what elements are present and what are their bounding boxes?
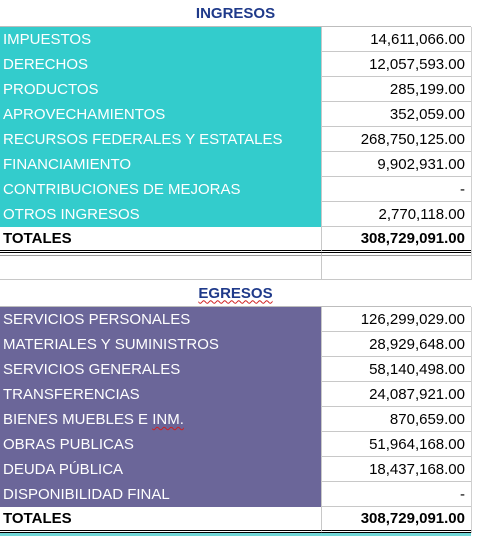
row-label[interactable]: TRANSFERENCIAS — [0, 382, 321, 407]
table-row[interactable]: OBRAS PUBLICAS 51,964,168.00 — [0, 432, 477, 457]
row-label[interactable]: OTROS INGRESOS — [0, 202, 321, 227]
separator-row — [0, 253, 477, 256]
empty-cell[interactable] — [471, 27, 477, 52]
empty-cell[interactable] — [471, 102, 477, 127]
row-label[interactable]: APROVECHAMIENTOS — [0, 102, 321, 127]
table-row[interactable]: RECURSOS FEDERALES Y ESTATALES 268,750,1… — [0, 127, 477, 152]
table-row[interactable]: DISPONIBILIDAD FINAL - — [0, 482, 477, 507]
table-row[interactable]: BIENES MUEBLES E INM. 870,659.00 — [0, 407, 477, 432]
table-row[interactable]: DERECHOS 12,057,593.00 — [0, 52, 477, 77]
row-value[interactable]: 28,929,648.00 — [321, 332, 471, 357]
empty-cell[interactable] — [471, 227, 477, 253]
table-row[interactable]: SERVICIOS PERSONALES 126,299,029.00 — [0, 307, 477, 332]
row-label[interactable]: FINANCIAMIENTO — [0, 152, 321, 177]
table-row[interactable]: OTROS INGRESOS 2,770,118.00 — [0, 202, 477, 227]
row-label[interactable]: OBRAS PUBLICAS — [0, 432, 321, 457]
row-value[interactable]: - — [321, 482, 471, 507]
row-value[interactable]: 24,087,921.00 — [321, 382, 471, 407]
bottom-border — [0, 533, 471, 536]
empty-cell[interactable] — [471, 202, 477, 227]
table-row[interactable]: TRANSFERENCIAS 24,087,921.00 — [0, 382, 477, 407]
row-value[interactable]: 51,964,168.00 — [321, 432, 471, 457]
ingresos-title-text: INGRESOS — [195, 4, 276, 22]
empty-cell — [471, 253, 477, 256]
empty-cell[interactable] — [471, 127, 477, 152]
row-value[interactable]: 14,611,066.00 — [321, 27, 471, 52]
row-value[interactable]: 352,059.00 — [321, 102, 471, 127]
empty-cell[interactable] — [471, 332, 477, 357]
row-label[interactable]: IMPUESTOS — [0, 27, 321, 52]
row-label[interactable]: PRODUCTOS — [0, 77, 321, 102]
row-value[interactable]: 285,199.00 — [321, 77, 471, 102]
row-label-text: BIENES MUEBLES E — [3, 411, 153, 428]
table-row[interactable]: APROVECHAMIENTOS 352,059.00 — [0, 102, 477, 127]
row-label[interactable]: SERVICIOS PERSONALES — [0, 307, 321, 332]
empty-cell[interactable] — [471, 482, 477, 507]
totals-value[interactable]: 308,729,091.00 — [321, 227, 471, 253]
row-value[interactable]: 18,437,168.00 — [321, 457, 471, 482]
row-label-abbrev: INM. — [152, 411, 184, 428]
egresos-title[interactable]: EGRESOS — [0, 280, 471, 307]
empty-cell[interactable] — [471, 177, 477, 202]
row-value[interactable]: 268,750,125.00 — [321, 127, 471, 152]
row-label[interactable]: DISPONIBILIDAD FINAL — [0, 482, 321, 507]
empty-cell[interactable] — [471, 152, 477, 177]
empty-cell[interactable] — [471, 307, 477, 332]
empty-cell — [0, 253, 321, 256]
empty-cell[interactable] — [471, 507, 477, 533]
table-row[interactable]: FINANCIAMIENTO 9,902,931.00 — [0, 152, 477, 177]
row-value[interactable]: - — [321, 177, 471, 202]
table-row[interactable]: SERVICIOS GENERALES 58,140,498.00 — [0, 357, 477, 382]
empty-cell[interactable] — [471, 357, 477, 382]
row-label[interactable]: DEUDA PÚBLICA — [0, 457, 321, 482]
row-label[interactable]: MATERIALES Y SUMINISTROS — [0, 332, 321, 357]
row-value[interactable]: 870,659.00 — [321, 407, 471, 432]
row-value[interactable]: 58,140,498.00 — [321, 357, 471, 382]
table-row[interactable]: IMPUESTOS 14,611,066.00 — [0, 27, 477, 52]
table-row[interactable]: MATERIALES Y SUMINISTROS 28,929,648.00 — [0, 332, 477, 357]
row-label[interactable]: RECURSOS FEDERALES Y ESTATALES — [0, 127, 321, 152]
totals-row[interactable]: TOTALES 308,729,091.00 — [0, 507, 477, 533]
egresos-title-text: EGRESOS — [198, 284, 273, 302]
ingresos-title[interactable]: INGRESOS — [0, 0, 471, 27]
row-label[interactable]: DERECHOS — [0, 52, 321, 77]
empty-cell[interactable] — [471, 256, 477, 280]
row-label[interactable]: CONTRIBUCIONES DE MEJORAS — [0, 177, 321, 202]
row-value[interactable]: 9,902,931.00 — [321, 152, 471, 177]
totals-label[interactable]: TOTALES — [0, 507, 321, 533]
row-value[interactable]: 126,299,029.00 — [321, 307, 471, 332]
empty-cell[interactable] — [471, 77, 477, 102]
table-row[interactable]: PRODUCTOS 285,199.00 — [0, 77, 477, 102]
empty-cell[interactable] — [471, 52, 477, 77]
totals-row[interactable]: TOTALES 308,729,091.00 — [0, 227, 477, 253]
table-row[interactable]: CONTRIBUCIONES DE MEJORAS - — [0, 177, 477, 202]
row-value[interactable]: 2,770,118.00 — [321, 202, 471, 227]
empty-cell[interactable] — [471, 407, 477, 432]
empty-cell[interactable] — [471, 382, 477, 407]
empty-cell[interactable] — [0, 256, 321, 280]
empty-row[interactable] — [0, 256, 477, 280]
row-value[interactable]: 12,057,593.00 — [321, 52, 471, 77]
empty-cell — [321, 253, 471, 256]
totals-label[interactable]: TOTALES — [0, 227, 321, 253]
table-row[interactable]: DEUDA PÚBLICA 18,437,168.00 — [0, 457, 477, 482]
totals-value[interactable]: 308,729,091.00 — [321, 507, 471, 533]
row-label[interactable]: SERVICIOS GENERALES — [0, 357, 321, 382]
empty-cell[interactable] — [471, 457, 477, 482]
row-label[interactable]: BIENES MUEBLES E INM. — [0, 407, 321, 432]
empty-cell[interactable] — [321, 256, 471, 280]
empty-cell[interactable] — [471, 432, 477, 457]
